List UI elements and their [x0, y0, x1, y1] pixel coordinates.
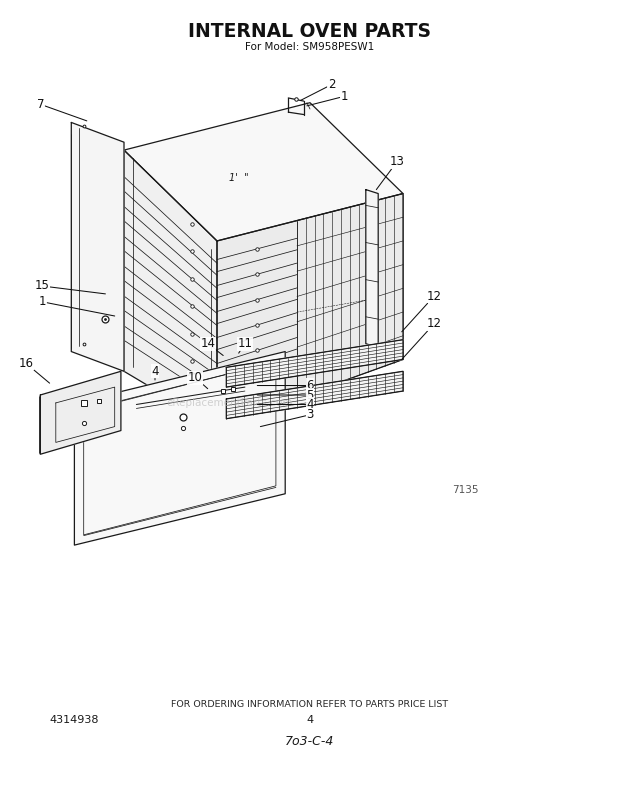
Polygon shape — [124, 103, 403, 241]
Text: 10: 10 — [188, 371, 208, 389]
Polygon shape — [366, 190, 378, 348]
Text: 12: 12 — [402, 290, 441, 332]
Text: 12: 12 — [402, 318, 441, 359]
Polygon shape — [40, 371, 121, 454]
Text: 3: 3 — [260, 408, 314, 427]
Text: 15: 15 — [35, 280, 105, 294]
Text: 7135: 7135 — [453, 485, 479, 495]
Polygon shape — [124, 150, 217, 427]
Text: 11: 11 — [237, 337, 252, 353]
Text: 4: 4 — [257, 398, 314, 411]
Text: 5: 5 — [257, 389, 314, 401]
Text: 6: 6 — [257, 379, 314, 392]
Text: 1'  ": 1' " — [229, 173, 249, 182]
Text: 1: 1 — [307, 90, 348, 106]
Text: 4: 4 — [151, 365, 159, 380]
Text: 4: 4 — [306, 716, 314, 725]
Text: 4314938: 4314938 — [50, 716, 99, 725]
Text: 14: 14 — [200, 337, 223, 356]
Polygon shape — [74, 352, 285, 545]
Polygon shape — [226, 371, 403, 419]
Text: 7o3-C-4: 7o3-C-4 — [285, 735, 335, 747]
Polygon shape — [217, 194, 403, 427]
Text: For Model: SM958PESW1: For Model: SM958PESW1 — [246, 43, 374, 52]
Text: eReplacementParts.com: eReplacementParts.com — [166, 398, 293, 408]
Text: INTERNAL OVEN PARTS: INTERNAL OVEN PARTS — [188, 22, 432, 41]
Polygon shape — [226, 340, 403, 387]
Text: 2: 2 — [301, 78, 335, 100]
Text: 16: 16 — [19, 357, 50, 383]
Text: 7: 7 — [37, 98, 87, 121]
Polygon shape — [71, 122, 124, 371]
Text: 1: 1 — [38, 295, 115, 316]
Text: 13: 13 — [376, 156, 404, 190]
Text: FOR ORDERING INFORMATION REFER TO PARTS PRICE LIST: FOR ORDERING INFORMATION REFER TO PARTS … — [172, 700, 448, 709]
